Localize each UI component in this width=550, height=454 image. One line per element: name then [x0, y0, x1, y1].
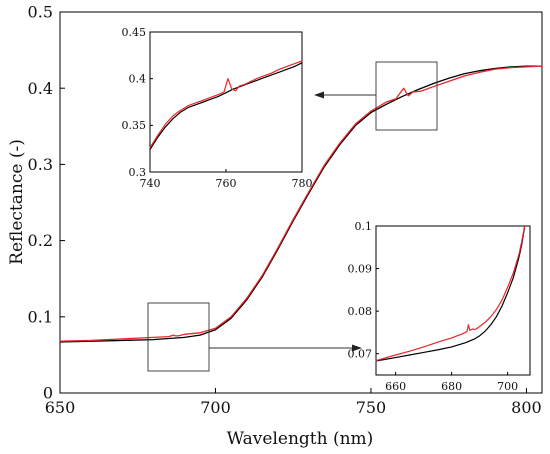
main-x-tick-label: 800 [511, 398, 542, 417]
main-x-tick-label: 700 [200, 398, 231, 417]
inset-top-y-ticks: 0.3 0.35 0.4 0.45 [122, 26, 153, 179]
arrow-top [314, 91, 376, 99]
insetBot-x-tick-label: 700 [497, 380, 518, 393]
insetTop-x-tick-label: 760 [216, 177, 237, 190]
insetTop-series-line-red [149, 60, 303, 149]
main-series-line-red [59, 65, 543, 342]
inset-bottom: 660 680 700 0.07 0.08 0.09 0.1 [348, 220, 531, 393]
insetBot-series-line-black [375, 227, 526, 362]
inset-bottom-y-ticks: 0.07 0.08 0.09 0.1 [348, 220, 379, 361]
main-y-tick-label: 0.3 [28, 155, 53, 174]
main-x-tick-label: 750 [356, 398, 387, 417]
insetBot-series-line-red [375, 226, 526, 362]
inset-bottom-x-ticks: 660 680 700 [385, 372, 518, 393]
zoom-box-top [375, 61, 438, 131]
main-y-tick-label: 0.4 [28, 79, 53, 98]
inset-top-x-ticks: 740 760 780 [140, 169, 313, 190]
inset-bottom-series-lines [375, 226, 526, 362]
y-axis-label: Reflectance (-) [7, 139, 27, 265]
insetTop-y-tick-label: 0.35 [122, 119, 147, 132]
main-y-tick-label: 0 [43, 384, 53, 403]
main-y-tick-label: 0.1 [28, 307, 53, 326]
main-y-tick-label: 0.2 [28, 231, 53, 250]
zoom-box-bottom [147, 302, 210, 372]
inset-bottom-frame [375, 225, 531, 376]
main-plot-frame [59, 11, 543, 394]
main-series-lines [59, 65, 543, 343]
insetTop-x-tick-label: 740 [140, 177, 161, 190]
insetBot-x-tick-label: 680 [441, 380, 462, 393]
insetBot-y-tick-label: 0.08 [348, 305, 373, 318]
main-axes: 650 700 750 800 0 0.1 0.2 0.3 0.4 0.5 Wavelength… [7, 3, 543, 449]
main-series-line-black [59, 65, 543, 343]
main-y-tick-label: 0.5 [28, 3, 53, 22]
insetBot-y-tick-label: 0.07 [348, 348, 373, 361]
inset-top-series-lines [149, 60, 303, 151]
arrow-bottom [209, 344, 362, 352]
inset-top-frame [149, 31, 303, 173]
insetTop-x-tick-label: 780 [292, 177, 313, 190]
insetTop-series-line-black [149, 62, 303, 151]
insetBot-y-tick-label: 0.09 [348, 262, 373, 275]
main-x-tick-label: 650 [45, 398, 76, 417]
insetTop-y-tick-label: 0.45 [122, 26, 147, 39]
insetTop-y-tick-label: 0.3 [129, 166, 147, 179]
inset-top: 740 760 780 0.3 0.35 0.4 0.45 [122, 26, 313, 190]
insetBot-y-tick-label: 0.1 [355, 220, 373, 233]
main-x-ticks: 650 700 750 800 [45, 388, 542, 417]
x-axis-label: Wavelength (nm) [227, 429, 374, 449]
main-y-ticks: 0 0.1 0.2 0.3 0.4 0.5 [28, 3, 65, 403]
insetTop-y-tick-label: 0.4 [129, 73, 147, 86]
insetBot-x-tick-label: 660 [385, 380, 406, 393]
